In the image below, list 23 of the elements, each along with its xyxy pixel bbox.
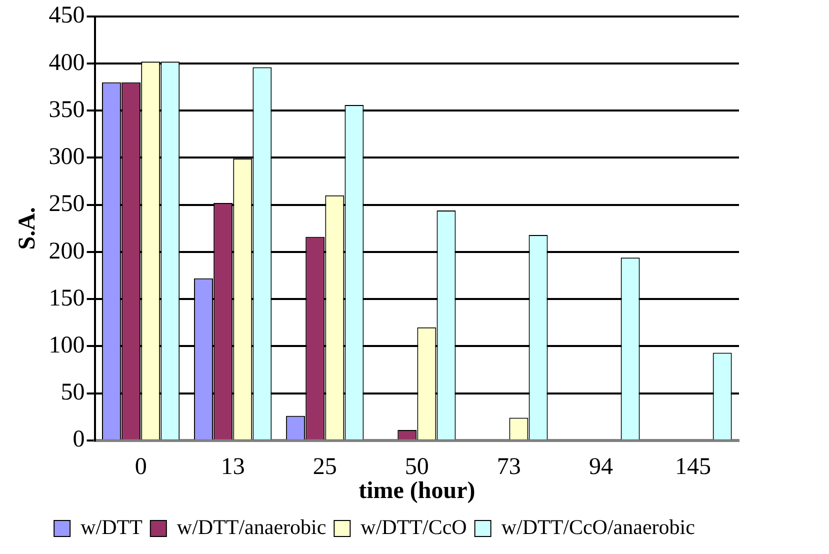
x-tick-label: 0 [134,454,147,480]
y-tick-label: 300 [48,144,85,170]
x-tick-label: 73 [496,454,521,480]
y-tick-label: 100 [48,332,85,358]
x-tick-label: 145 [674,454,711,480]
y-tick-label: 150 [48,285,85,312]
x-tick-label: 13 [220,454,245,480]
x-tick-label: 25 [312,454,337,480]
x-tick-label: 50 [404,454,429,480]
x-tick-label: 94 [588,454,613,480]
y-tick-label: 350 [48,96,85,123]
y-axis-title: S.A. [14,207,41,250]
y-tick-label: 200 [48,238,85,264]
x-axis-title: time (hour) [358,478,476,504]
y-tick-label: 400 [48,50,85,76]
y-tick-label: 450 [48,2,85,29]
legend-label: w/DTT/CcO/anaerobic [501,515,695,540]
y-tick-label: 250 [48,191,85,218]
legend-label: w/DTT [80,515,143,540]
y-tick-label: 50 [60,380,85,406]
y-tick-label: 0 [72,426,85,453]
legend-label: w/DTT/anaerobic [176,515,326,540]
legend-label: w/DTT/CcO [360,515,467,540]
